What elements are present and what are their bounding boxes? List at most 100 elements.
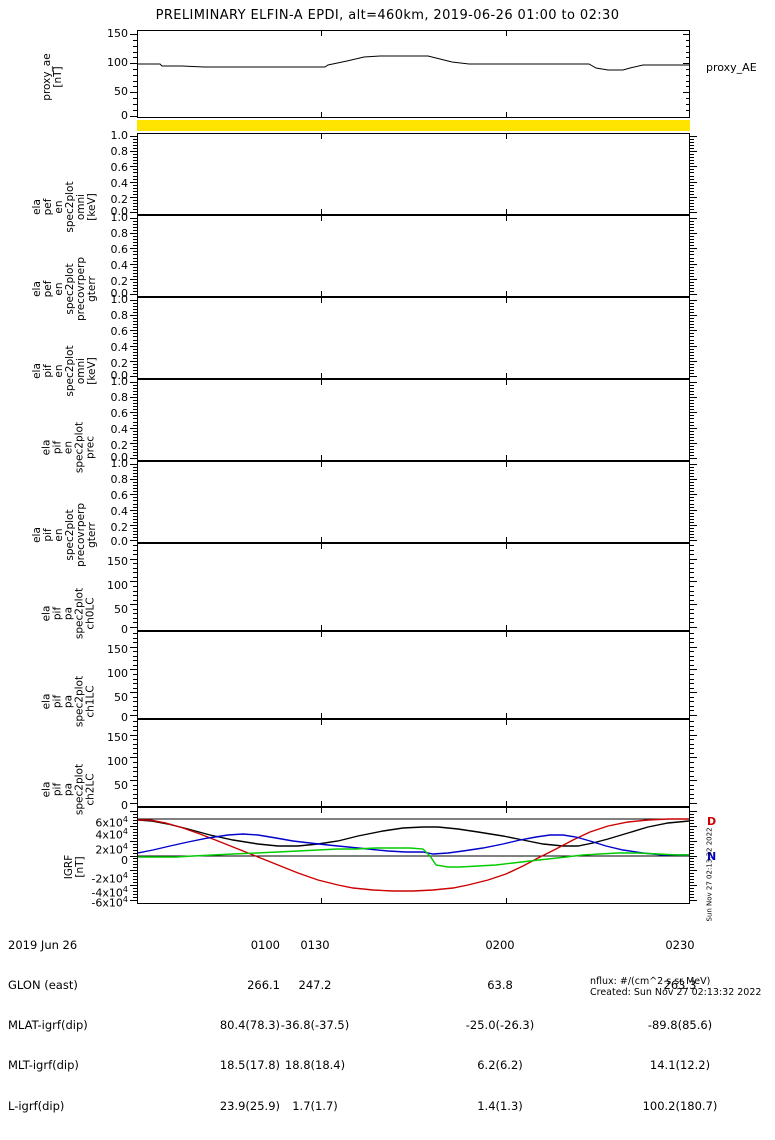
ytick-minor-p7: [133, 581, 137, 582]
ytick-minor-p5: [133, 446, 137, 447]
ytick-minor-right-p3: [690, 282, 694, 283]
ytick-minor-p5: [133, 397, 137, 398]
ytick-minor-right-p7: [690, 604, 694, 605]
ytick-minor-right-p2: [690, 154, 694, 155]
ytick-p7-100: 100: [107, 579, 128, 592]
ytick-minor-p7: [133, 613, 137, 614]
ytick-minor-right-p4: [690, 355, 694, 356]
ytick-minor-p2: [133, 203, 137, 204]
ytick-minor-p3: [133, 258, 137, 259]
ytick-minor-right-p3: [690, 261, 694, 262]
ytick-minor-igrf: [133, 844, 137, 845]
ytick-p8-50: 50: [114, 691, 128, 704]
ytick-minor-right-p3: [690, 230, 694, 231]
ytick-minor-right-p5: [690, 412, 694, 413]
ytick-p5-02: 0.2: [110, 439, 129, 452]
panel-ela-pif-en-omni: [137, 297, 690, 379]
ytick-minor-p2: [133, 154, 137, 155]
ytick-minor-p5: [133, 452, 137, 453]
ytick-minor-right-p3: [690, 218, 694, 219]
xtick: [506, 134, 507, 139]
ytick-minor-p4: [133, 376, 137, 377]
ytick-minor-right-p6: [690, 516, 694, 517]
ytick-minor-p6: [133, 534, 137, 535]
ytick-minor-right-p4: [690, 336, 694, 337]
ytick-minor-p5: [133, 403, 137, 404]
xtick: [506, 544, 507, 549]
ytick-minor-p2: [133, 169, 137, 170]
xtick: [506, 625, 507, 630]
xtick: [506, 462, 507, 467]
ytick-p1-150: 150: [107, 27, 128, 40]
ytick-minor-igrf: [133, 835, 137, 836]
ytick-minor-right-p5: [690, 415, 694, 416]
ytick-minor-p9: [133, 767, 137, 768]
ytick-minor-p2: [133, 139, 137, 140]
ytick-p6-1: 1.0: [110, 457, 129, 470]
ytick-minor-right-p9: [690, 726, 694, 727]
ytick-minor-p7: [133, 622, 137, 623]
ytick-minor-right-p9: [690, 776, 694, 777]
ytick-minor-right-igrf: [690, 870, 694, 871]
ytick-minor-p5: [133, 388, 137, 389]
ytick-minor-right-p8: [690, 692, 694, 693]
ytick-minor-p3: [133, 285, 137, 286]
ytick-minor-igrf: [133, 858, 137, 859]
ytick-p5-04: 0.4: [110, 423, 129, 436]
ytick-minor-p6: [133, 513, 137, 514]
xtick: [321, 713, 322, 718]
ytick-minor-p2: [133, 200, 137, 201]
ytick-minor-right-p3: [690, 242, 694, 243]
ytick-minor-p2: [133, 136, 137, 137]
ytick-minor-right-igrf: [690, 820, 694, 821]
ytick-minor-p9: [133, 762, 137, 763]
ytick-minor-right-p2: [690, 157, 694, 158]
ytick-minor-right-p2: [690, 136, 694, 137]
ytick-minor-p4: [133, 318, 137, 319]
ytick-minor-p6: [133, 531, 137, 532]
ytick-minor-right-p5: [690, 425, 694, 426]
ytick-minor-igrf: [133, 882, 137, 883]
ytick-minor-igrf: [133, 861, 137, 862]
ytick-minor-p5: [133, 425, 137, 426]
ytick-minor-right-igrf: [690, 879, 694, 880]
ytick-minor-right-p4: [690, 321, 694, 322]
ytick-minor-p4: [133, 370, 137, 371]
ytick-minor-p3: [133, 254, 137, 255]
ytick-minor-p6: [133, 467, 137, 468]
ytick-minor-p3: [133, 227, 137, 228]
ytick-minor-p3: [133, 218, 137, 219]
ytick-minor-p9: [133, 753, 137, 754]
ytick-minor-p7: [133, 591, 137, 592]
ytick-minor-right-p4: [690, 300, 694, 301]
ytick-minor-right-p6: [690, 528, 694, 529]
xtick: [506, 209, 507, 214]
ytick-minor-right-p6: [690, 513, 694, 514]
ytick-minor-p4: [133, 343, 137, 344]
ytick-minor-p4: [133, 312, 137, 313]
ytick-minor-right-p2: [690, 212, 694, 213]
ytick-minor-p3: [133, 276, 137, 277]
ytick-minor-right-p9: [690, 753, 694, 754]
ytick-minor-right-igrf: [690, 826, 694, 827]
ytick-minor-right-p6: [690, 525, 694, 526]
xtick: [506, 298, 507, 303]
ytick-p4-04: 0.4: [110, 341, 129, 354]
ytick-minor-p2: [133, 163, 137, 164]
ytick-minor-p2: [133, 172, 137, 173]
ytick-p7-150: 150: [107, 555, 128, 568]
ytick-minor-right-p5: [690, 455, 694, 456]
ytick-minor-right-igrf: [690, 858, 694, 859]
ytick-minor-right-p4: [690, 327, 694, 328]
ytick-minor-p3: [133, 236, 137, 237]
ytick-minor-p3: [133, 288, 137, 289]
ytick-minor-p9: [133, 721, 137, 722]
ytick-minor-p9: [133, 735, 137, 736]
ytick-minor-right-p6: [690, 522, 694, 523]
col3-mlat: -89.8(85.6): [647, 1018, 713, 1033]
ytick-minor-right-igrf: [690, 864, 694, 865]
ytick-minor-igrf: [133, 870, 137, 871]
ytick-minor-p3: [133, 261, 137, 262]
ytick-minor-right-igrf: [690, 856, 694, 857]
ytick-minor-p8: [133, 688, 137, 689]
